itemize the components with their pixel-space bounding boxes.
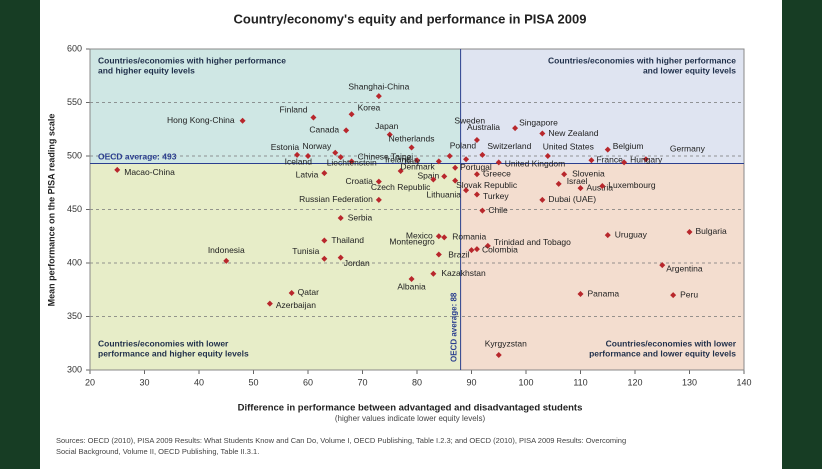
x-tick-label: 100 [518, 377, 533, 387]
y-tick-label: 600 [67, 43, 82, 53]
point-label: Germany [670, 143, 706, 153]
point-label: Israel [567, 176, 588, 186]
point-label: Romania [452, 232, 486, 242]
x-tick-label: 130 [682, 377, 697, 387]
x-tick-label: 110 [573, 377, 587, 387]
point-label: Uruguay [615, 229, 648, 239]
point-label: Qatar [298, 287, 319, 297]
point-label: United States [543, 141, 594, 151]
x-tick-label: 70 [357, 377, 367, 387]
chart: Country/economy's equity and performance… [0, 0, 822, 469]
x-tick-label: 140 [736, 377, 751, 387]
point-label: Panama [588, 288, 620, 298]
x-tick-label: 20 [85, 377, 95, 387]
point-label: Russian Federation [299, 194, 373, 204]
point-label: Brazil [448, 249, 469, 259]
chart-title: Country/economy's equity and performance… [234, 11, 587, 26]
point-label: Argentina [666, 263, 703, 273]
y-tick-label: 350 [67, 311, 82, 321]
x-tick-label: 120 [627, 377, 642, 387]
point-label: Greece [483, 168, 511, 178]
point-label: Japan [375, 121, 398, 131]
quadrant-label: performance and lower equity levels [589, 348, 736, 358]
x-tick-label: 60 [303, 377, 313, 387]
point-label: Serbia [348, 212, 373, 222]
point-label: Tunisia [292, 246, 319, 256]
point-label: Croatia [345, 176, 373, 186]
quadrant-label: and higher equity levels [98, 65, 195, 75]
reference-label: OECD average: 88 [450, 292, 459, 362]
quadrant-label: Countries/economies with lower [98, 338, 229, 348]
point-label: Spain [418, 171, 440, 181]
point-label: Kyrgyzstan [485, 338, 527, 348]
point-label: Kazakhstan [441, 268, 486, 278]
point-label: Peru [680, 289, 698, 299]
x-tick-label: 90 [466, 377, 476, 387]
point-label: Canada [309, 125, 339, 135]
point-label: Iceland [285, 156, 313, 166]
point-label: United Kingdom [505, 159, 565, 169]
y-tick-label: 300 [67, 364, 82, 374]
y-tick-label: 400 [67, 257, 82, 267]
y-tick-label: 550 [67, 97, 82, 107]
page: {"chart_data":{"type":"scatter", "title"… [0, 0, 822, 469]
point-label: Macao-China [124, 167, 175, 177]
point-label: Hong Kong-China [167, 115, 235, 125]
point-label: New Zealand [548, 128, 598, 138]
point-label: Lithuania [427, 189, 462, 199]
x-tick-label: 80 [412, 377, 422, 387]
point-label: Australia [467, 122, 500, 132]
y-tick-label: 500 [67, 150, 82, 160]
point-label: Norway [302, 141, 332, 151]
point-label: Thailand [331, 235, 364, 245]
point-label: Albania [397, 281, 426, 291]
point-label: Switzerland [487, 141, 531, 151]
point-label: Chile [488, 205, 508, 215]
point-label: Netherlands [389, 134, 435, 144]
quadrant-label: and lower equity levels [643, 65, 736, 75]
point-label: Poland [450, 140, 477, 150]
quadrant-label: Countries/economies with higher performa… [98, 55, 286, 65]
point-label: Indonesia [208, 245, 245, 255]
point-label: Korea [358, 103, 381, 113]
y-axis-label: Mean performance on the PISA reading sca… [46, 114, 56, 307]
point-label: Colombia [482, 244, 518, 254]
x-axis-label: Difference in performance between advant… [238, 403, 583, 414]
quadrant-label: performance and higher equity levels [98, 348, 249, 358]
y-tick-label: 450 [67, 204, 82, 214]
point-label: Estonia [271, 142, 300, 152]
reference-label: OECD average: 493 [98, 152, 177, 162]
point-label: Latvia [296, 169, 319, 179]
point-label: Dubai (UAE) [548, 194, 596, 204]
source-line: Social Background, Volume II, OECD Publi… [56, 447, 259, 456]
point-label: Montenegro [389, 237, 435, 247]
quadrant-label: Countries/economies with higher performa… [548, 55, 736, 65]
point-label: Azerbaijan [276, 300, 316, 310]
point-label: Liechtenstein [327, 157, 377, 167]
point-label: Luxembourg [608, 180, 656, 190]
x-tick-label: 40 [194, 377, 204, 387]
point-label: Hungary [630, 155, 663, 165]
point-label: Jordan [344, 258, 370, 268]
point-label: Finland [280, 105, 308, 115]
point-label: Belgium [613, 141, 644, 151]
point-label: France [596, 155, 623, 165]
point-label: Singapore [519, 117, 558, 127]
x-tick-label: 30 [139, 377, 149, 387]
point-label: Bulgaria [696, 226, 727, 236]
source-line: Sources: OECD (2010), PISA 2009 Results:… [56, 436, 626, 445]
quadrant-label: Countries/economies with lower [606, 338, 737, 348]
point-label: Turkey [483, 191, 509, 201]
x-tick-label: 50 [248, 377, 258, 387]
x-axis-note: (higher values indicate lower equity lev… [335, 414, 486, 423]
point-label: Shanghai-China [348, 81, 409, 91]
